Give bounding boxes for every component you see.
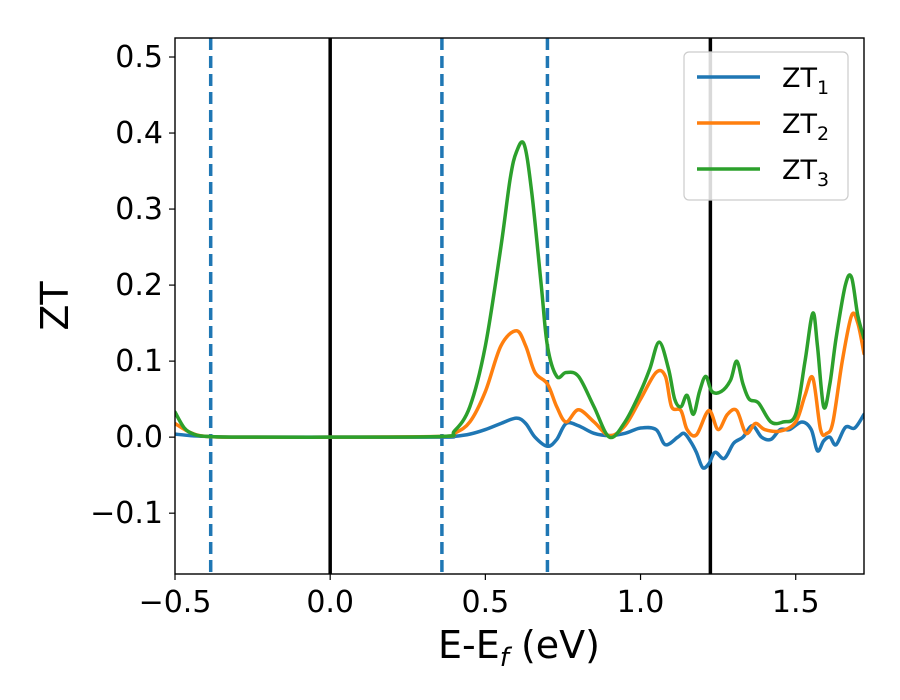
vertical-reference-lines: [208, 38, 713, 574]
x-axis-label: E-Ef (eV): [438, 623, 600, 673]
y-axis-ticks: −0.1 0.0 0.1 0.2 0.3 0.4 0.5: [90, 40, 175, 531]
legend-box: [683, 51, 849, 201]
y-tick-label: −0.1: [90, 496, 163, 531]
series-line-zt1: [175, 412, 864, 470]
series-line-zt2: [175, 311, 864, 439]
legend-label-zt3: ZT3: [782, 155, 829, 191]
x-tick-label: 1.5: [772, 585, 820, 620]
plot-frame: [174, 37, 865, 575]
x-tick-label: 1.0: [617, 585, 665, 620]
y-tick-label: 0.3: [115, 192, 163, 227]
x-axis-ticks: −0.5 0.0 0.5 1.0 1.5: [139, 574, 820, 620]
y-tick-label: 0.2: [115, 268, 163, 303]
x-tick-label: 0.5: [462, 585, 510, 620]
x-tick-label: 0.0: [306, 585, 354, 620]
legend: ZT1 ZT2 ZT3: [683, 51, 849, 201]
y-tick-label: 0.4: [115, 116, 163, 151]
y-tick-label: 0.1: [115, 344, 163, 379]
x-axis-label-main: E-E: [438, 623, 500, 667]
y-tick-label: 0.0: [115, 420, 163, 455]
x-axis-label-unit: (eV): [509, 623, 600, 667]
legend-label-zt1: ZT1: [782, 63, 829, 99]
x-tick-label: −0.5: [139, 585, 212, 620]
legend-label-zt2: ZT2: [782, 109, 829, 145]
y-tick-label: 0.5: [115, 40, 163, 75]
series-line-zt3: [175, 140, 864, 440]
series-lines: [175, 140, 864, 470]
y-axis-label: ZT: [33, 281, 77, 331]
